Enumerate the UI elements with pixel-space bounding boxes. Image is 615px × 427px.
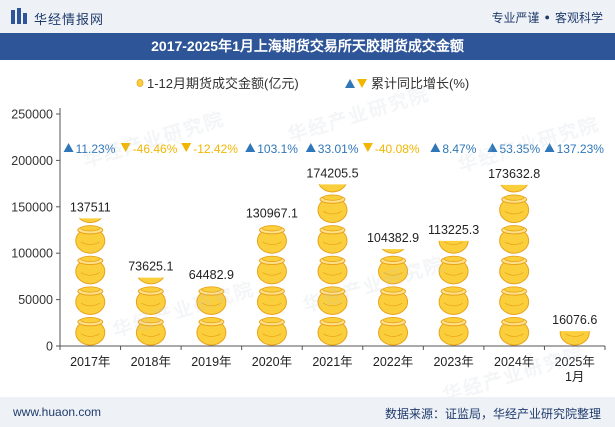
down-arrow-icon (120, 143, 131, 152)
bars (75, 184, 590, 346)
brand-name: 华经情报网 (34, 12, 105, 27)
growth-label: -40.08% (362, 142, 420, 156)
value-label: 64482.9 (189, 268, 234, 282)
up-arrow-icon (544, 143, 555, 152)
growth-labels: 11.23% -46.46% -12.42% 103.1% 33.01% -40.08% 8… (63, 142, 605, 156)
growth-value: 33.01% (318, 142, 359, 156)
x-tick-label: 2018年 (131, 355, 171, 369)
value-label: 137511 (70, 200, 111, 214)
x-tick-label: 2019年 (191, 355, 231, 369)
chart-title: 2017-2025年1月上海期货交易所天胶期货成交金额 (151, 38, 464, 54)
x-tick-label: 2023年 (433, 355, 473, 369)
dot-separator-icon: ● (544, 12, 550, 22)
bar-3 (256, 225, 287, 346)
x-tick-label: 2022年 (373, 355, 413, 369)
website: www.huaon.com (13, 405, 102, 419)
legend: 1-12月期货成交金额(亿元) 累计同比增长(%) (136, 76, 469, 91)
growth-label: -46.46% (120, 142, 178, 156)
growth-label: 53.35% (487, 142, 540, 156)
value-label: 16076.6 (552, 313, 597, 327)
legend-growth-label: 累计同比增长(%) (371, 76, 469, 91)
bar-6 (438, 240, 469, 346)
x-tick-label: 2024年 (494, 355, 534, 369)
tag-objective: 客观科学 (554, 11, 603, 25)
growth-value: 8.47% (442, 142, 476, 156)
up-arrow-icon (63, 143, 74, 152)
growth-value: -12.42% (193, 142, 238, 156)
value-label: 174205.5 (306, 166, 358, 180)
up-arrow-icon (305, 143, 316, 152)
growth-value: 137.23% (557, 142, 605, 156)
bar-7 (499, 184, 530, 346)
header-bar: 华经情报网 专业严谨 ● 客观科学 (0, 0, 615, 33)
legend-coin-icon (136, 78, 144, 87)
value-label: 113225.3 (428, 223, 479, 237)
growth-value: 53.35% (499, 142, 540, 156)
data-source: 数据来源：证监局，华经产业研究院整理 (384, 407, 601, 421)
axes: 0 50000 100000 150000 200000 250000 (11, 108, 606, 354)
value-label: 173632.8 (488, 167, 540, 181)
value-label: 130967.1 (246, 206, 298, 220)
y-tick-label: 0 (46, 340, 53, 354)
up-arrow-icon (487, 143, 498, 152)
y-tick-label: 200000 (11, 154, 53, 168)
bar-0 (75, 218, 106, 346)
down-arrow-icon (181, 143, 192, 152)
growth-label: 11.23% (63, 142, 116, 156)
x-tick-label: 2021年 (312, 355, 352, 369)
y-tick-label: 250000 (11, 108, 53, 122)
tag-professional: 专业严谨 (491, 11, 540, 25)
value-labels: 137511 73625.1 64482.9 130967.1 174205.5 1043… (70, 166, 597, 327)
x-tick-label: 2025年 1月 (555, 355, 595, 384)
growth-value: -40.08% (375, 142, 420, 156)
legend-series-label: 1-12月期货成交金额(亿元) (147, 76, 299, 91)
value-label: 73625.1 (128, 260, 173, 274)
down-arrow-icon (362, 143, 373, 152)
growth-label: 137.23% (544, 142, 605, 156)
up-arrow-icon (430, 143, 441, 152)
x-tick-label: 2017年 (70, 355, 110, 369)
growth-label: 33.01% (305, 142, 359, 156)
y-tick-label: 100000 (11, 247, 53, 261)
legend-up-arrow-icon (345, 79, 355, 88)
y-tick-label: 150000 (11, 200, 53, 214)
bar-2 (196, 286, 227, 346)
value-label: 104382.9 (367, 231, 419, 245)
footer-bar: www.huaon.com 数据来源：证监局，华经产业研究院整理 (0, 397, 615, 427)
x-tick-label: 2020年 (252, 355, 292, 369)
legend-down-arrow-icon (357, 79, 367, 88)
title-bar: 2017-2025年1月上海期货交易所天胶期货成交金额 (0, 33, 615, 60)
header-tags: 专业严谨 ● 客观科学 (492, 9, 603, 26)
growth-value: 11.23% (76, 142, 116, 156)
x-axis-labels: 2017年 2018年 2019年 2020年 2021年 2022年 2023年 2024年… (70, 355, 595, 384)
growth-label: -12.42% (181, 142, 238, 156)
y-tick-label: 50000 (18, 293, 53, 307)
bar-8 (559, 331, 590, 346)
growth-label: 103.1% (245, 142, 298, 156)
bar-1 (135, 277, 166, 346)
bar-4 (317, 184, 348, 346)
growth-value: -46.46% (133, 142, 178, 156)
bar-5 (378, 249, 409, 346)
up-arrow-icon (245, 143, 256, 152)
logo-icon (11, 8, 27, 24)
chart-area: 1-12月期货成交金额(亿元) 累计同比增长(%) 11.23% -46.46% -1… (11, 76, 606, 384)
growth-value: 103.1% (257, 142, 298, 156)
growth-label: 8.47% (430, 142, 477, 156)
